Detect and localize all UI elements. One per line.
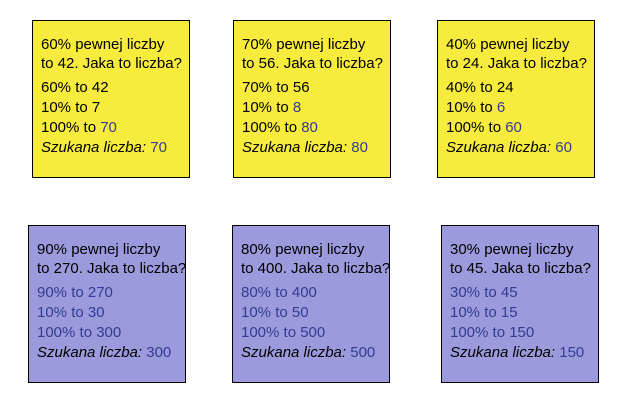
answer: Szukana liczba: 500	[241, 343, 383, 363]
step-1-value: 90% to 270	[37, 284, 113, 301]
answer-label: Szukana liczba:	[242, 139, 348, 156]
step-3-text: 100% to	[242, 119, 302, 136]
question-line-2: to 270. Jaka to liczba?	[37, 260, 187, 277]
step-2-value: 10% to 30	[37, 304, 105, 321]
problem-card-6: 30% pewnej liczby to 45. Jaka to liczba?…	[441, 225, 599, 383]
step-2-text: 10% to	[446, 99, 497, 116]
question-line-2: to 400. Jaka to liczba?	[241, 260, 391, 277]
question-line-1: 70% pewnej liczby	[242, 36, 366, 53]
solution-steps: 30% to 45 10% to 15 100% to 150 Szukana …	[450, 283, 592, 363]
step-3: 100% to 70	[41, 118, 183, 138]
answer-label: Szukana liczba:	[41, 139, 147, 156]
problem-card-4: 90% pewnej liczby to 270. Jaka to liczba…	[28, 225, 186, 383]
answer-value: 500	[346, 344, 376, 361]
answer-label: Szukana liczba:	[241, 344, 347, 361]
answer-label: Szukana liczba:	[450, 344, 556, 361]
question-line-2: to 56. Jaka to liczba?	[242, 55, 383, 72]
step-3-text: 100% to	[446, 119, 506, 136]
step-3-value: 70	[100, 119, 117, 136]
step-1: 80% to 400	[241, 283, 383, 303]
question-line-2: to 42. Jaka to liczba?	[41, 55, 182, 72]
solution-steps: 90% to 270 10% to 30 100% to 300 Szukana…	[37, 283, 179, 363]
answer: Szukana liczba: 80	[242, 138, 384, 158]
solution-steps: 80% to 400 10% to 50 100% to 500 Szukana…	[241, 283, 383, 363]
solution-steps: 70% to 56 10% to 8 100% to 80 Szukana li…	[242, 78, 384, 158]
step-3: 100% to 80	[242, 118, 384, 138]
question-line-1: 80% pewnej liczby	[241, 241, 365, 258]
answer-label: Szukana liczba:	[37, 344, 143, 361]
step-2-text: 10% to 7	[41, 99, 101, 116]
question-line-1: 30% pewnej liczby	[450, 241, 574, 258]
step-1: 60% to 42	[41, 78, 183, 98]
answer: Szukana liczba: 150	[450, 343, 592, 363]
question-line-2: to 24. Jaka to liczba?	[446, 55, 587, 72]
question-line-1: 40% pewnej liczby	[446, 36, 570, 53]
step-1-value: 80% to 400	[241, 284, 317, 301]
step-1-text: 60% to 42	[41, 79, 109, 96]
solution-steps: 40% to 24 10% to 6 100% to 60 Szukana li…	[446, 78, 588, 158]
answer-value: 70	[146, 139, 167, 156]
step-3: 100% to 150	[450, 323, 592, 343]
step-2: 10% to 8	[242, 98, 384, 118]
step-3: 100% to 300	[37, 323, 179, 343]
problem-card-1: 60% pewnej liczby to 42. Jaka to liczba?…	[32, 20, 190, 178]
step-2: 10% to 6	[446, 98, 588, 118]
question-line-2: to 45. Jaka to liczba?	[450, 260, 591, 277]
step-3-value: 60	[505, 119, 522, 136]
step-1-text: 40% to 24	[446, 79, 514, 96]
question-line-1: 60% pewnej liczby	[41, 36, 165, 53]
solution-steps: 60% to 42 10% to 7 100% to 70 Szukana li…	[41, 78, 183, 158]
step-1: 90% to 270	[37, 283, 179, 303]
step-3: 100% to 60	[446, 118, 588, 138]
step-1: 40% to 24	[446, 78, 588, 98]
step-2: 10% to 7	[41, 98, 183, 118]
step-3-text: 100% to	[41, 119, 101, 136]
answer-value: 150	[555, 344, 585, 361]
step-1: 30% to 45	[450, 283, 592, 303]
answer: Szukana liczba: 70	[41, 138, 183, 158]
step-3-value: 100% to 150	[450, 324, 535, 341]
step-2-value: 10% to 50	[241, 304, 309, 321]
step-3-value: 80	[301, 119, 318, 136]
step-1-text: 70% to 56	[242, 79, 310, 96]
answer-value: 300	[142, 344, 172, 361]
answer: Szukana liczba: 60	[446, 138, 588, 158]
step-1: 70% to 56	[242, 78, 384, 98]
answer-value: 80	[347, 139, 368, 156]
problem-card-2: 70% pewnej liczby to 56. Jaka to liczba?…	[233, 20, 391, 178]
step-3-value: 100% to 300	[37, 324, 122, 341]
step-2: 10% to 15	[450, 303, 592, 323]
answer: Szukana liczba: 300	[37, 343, 179, 363]
step-2-value: 8	[292, 99, 302, 116]
question-line-1: 90% pewnej liczby	[37, 241, 161, 258]
problem-card-3: 40% pewnej liczby to 24. Jaka to liczba?…	[437, 20, 595, 178]
problem-card-5: 80% pewnej liczby to 400. Jaka to liczba…	[232, 225, 390, 383]
step-1-value: 30% to 45	[450, 284, 518, 301]
answer-label: Szukana liczba:	[446, 139, 552, 156]
step-2-value: 10% to 15	[450, 304, 518, 321]
step-2-text: 10% to	[242, 99, 293, 116]
step-3-value: 100% to 500	[241, 324, 326, 341]
step-3: 100% to 500	[241, 323, 383, 343]
step-2: 10% to 30	[37, 303, 179, 323]
answer-value: 60	[551, 139, 572, 156]
step-2-value: 6	[496, 99, 506, 116]
step-2: 10% to 50	[241, 303, 383, 323]
